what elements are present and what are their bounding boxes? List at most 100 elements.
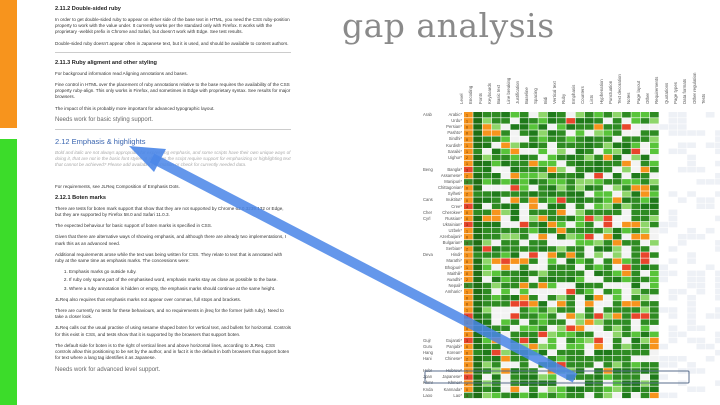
grid-cell xyxy=(677,197,687,203)
grid-cell xyxy=(547,270,557,277)
grid-cell xyxy=(631,368,641,374)
grid-cell xyxy=(547,246,557,252)
grid-cell xyxy=(603,295,613,301)
grid-cell xyxy=(715,380,720,386)
grid-cell xyxy=(510,331,520,338)
grid-cell xyxy=(473,185,482,191)
grid-cell xyxy=(575,142,585,148)
grid-cell xyxy=(687,112,696,118)
grid-cell xyxy=(501,234,510,240)
grid-cell xyxy=(650,154,659,161)
script-label: Arab xyxy=(423,112,432,117)
grid-cell xyxy=(519,240,529,246)
grid-cell xyxy=(622,179,631,185)
grid-cell xyxy=(575,252,585,258)
grid-cell xyxy=(566,295,575,301)
grid-cell xyxy=(473,234,482,240)
grid-cell xyxy=(557,136,566,142)
grid-cell xyxy=(659,136,668,142)
grid-cell xyxy=(715,197,720,203)
grid-cell xyxy=(696,349,706,356)
grid-cell xyxy=(538,203,548,209)
grid-cell xyxy=(501,227,510,234)
grid-cell xyxy=(631,185,641,191)
grid-cell xyxy=(529,209,538,216)
paragraph: Additional requirements arose while the … xyxy=(55,251,283,264)
grid-cell xyxy=(557,252,566,258)
grid-cell xyxy=(715,362,720,368)
grid-cell xyxy=(603,166,613,173)
grid-cell xyxy=(612,356,622,362)
grid-cell xyxy=(687,356,696,362)
grid-cell xyxy=(482,380,492,386)
grid-cell xyxy=(529,118,538,124)
grid-cell xyxy=(603,130,613,136)
grid-cell xyxy=(510,130,520,136)
grid-cell xyxy=(557,349,566,356)
grid-cell xyxy=(501,124,510,130)
level-value: 1 xyxy=(466,113,468,117)
grid-cell xyxy=(705,215,715,222)
grid-cell xyxy=(631,136,641,142)
grid-cell xyxy=(538,234,548,240)
grid-cell xyxy=(612,392,622,399)
grid-cell xyxy=(501,337,510,344)
grid-cell xyxy=(473,173,482,179)
grid-cell xyxy=(640,209,650,216)
grid-cell xyxy=(603,142,613,148)
grid-cell xyxy=(557,142,566,148)
grid-cell xyxy=(473,313,482,319)
grid-cell xyxy=(650,374,659,380)
grid-cell xyxy=(501,380,510,386)
grid-cell xyxy=(594,392,603,399)
grid-cell xyxy=(659,288,668,295)
grid-cell xyxy=(473,331,482,338)
grid-cell xyxy=(482,325,492,331)
grid-cell xyxy=(575,124,585,130)
grid-cell xyxy=(510,227,520,234)
grid-cell xyxy=(501,307,510,313)
grid-cell xyxy=(696,282,706,289)
grid-cell xyxy=(640,166,650,173)
grid-cell xyxy=(594,295,603,301)
grid-cell xyxy=(510,264,520,270)
grid-cell xyxy=(668,191,678,197)
grid-cell xyxy=(622,203,631,209)
grid-cell xyxy=(715,142,720,148)
grid-cell xyxy=(557,343,566,350)
grid-cell xyxy=(594,343,603,350)
language-label: Persian* xyxy=(446,124,462,130)
grid-cell xyxy=(705,209,715,216)
grid-cell xyxy=(491,301,501,307)
grid-cell xyxy=(640,185,650,191)
grid-cell xyxy=(575,313,585,319)
grid-cell xyxy=(510,349,520,356)
grid-cell xyxy=(501,349,510,356)
grid-cell xyxy=(557,258,566,264)
section-heading-emphasis[interactable]: 2.12 Emphasis & highlights xyxy=(55,137,146,147)
grid-cell xyxy=(594,258,603,264)
grid-cell xyxy=(491,288,501,295)
grid-cell xyxy=(696,227,706,234)
grid-cell xyxy=(557,301,566,307)
level-value: 0 xyxy=(466,211,468,215)
grid-cell xyxy=(547,295,557,301)
grid-cell xyxy=(715,392,720,399)
grid-cell xyxy=(659,209,668,216)
grid-cell xyxy=(631,246,641,252)
grid-cell xyxy=(631,288,641,295)
grid-cell xyxy=(603,368,613,374)
grid-cell xyxy=(482,142,492,148)
level-value: 2 xyxy=(466,357,468,361)
grid-cell xyxy=(575,343,585,350)
grid-cell xyxy=(575,240,585,246)
grid-cell xyxy=(491,221,501,228)
grid-cell xyxy=(622,270,631,277)
grid-cell xyxy=(668,130,678,136)
grid-cell xyxy=(631,356,641,362)
grid-cell xyxy=(584,209,594,216)
grid-cell xyxy=(519,386,529,392)
grid-cell xyxy=(529,227,538,234)
grid-cell xyxy=(529,301,538,307)
grid-cell xyxy=(622,148,631,155)
